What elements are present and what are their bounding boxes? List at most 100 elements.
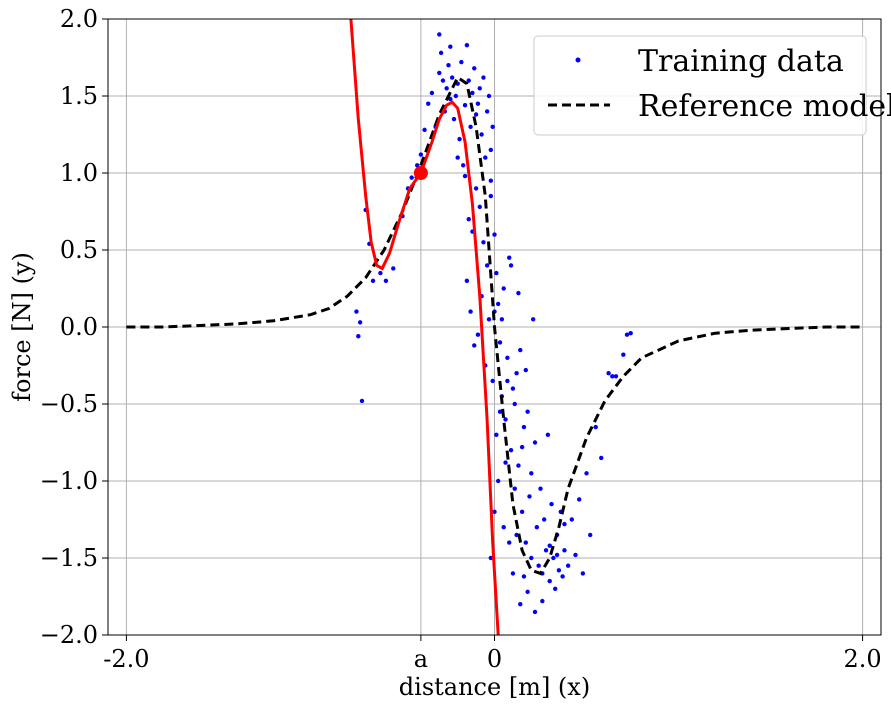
- scatter-point: [505, 378, 510, 384]
- scatter-point: [510, 386, 516, 391]
- scatter-point: [455, 155, 460, 160]
- scatter-point: [599, 455, 604, 461]
- scatter-point: [378, 270, 383, 276]
- scatter-point: [437, 70, 442, 76]
- series-layer: [126, 19, 863, 635]
- scatter-point: [461, 163, 466, 168]
- x-axis-label: distance [m] (x): [399, 673, 590, 701]
- scatter-point: [510, 571, 516, 576]
- y-tick-label: −1.0: [40, 467, 98, 495]
- scatter-point: [525, 589, 530, 595]
- scatter-point: [462, 173, 468, 179]
- scatter-point: [538, 486, 543, 491]
- y-tick-label: 0.0: [60, 313, 98, 341]
- scatter-point: [481, 75, 486, 80]
- scatter-point: [481, 240, 486, 245]
- scatter-point: [547, 578, 552, 584]
- scatter-point: [472, 343, 477, 348]
- scatter-point: [409, 175, 414, 180]
- scatter-point: [593, 424, 598, 430]
- scatter-point: [503, 417, 508, 422]
- scatter-point: [356, 334, 361, 339]
- scatter-point: [499, 317, 505, 322]
- scatter-point: [501, 525, 506, 530]
- scatter-point: [530, 317, 536, 322]
- scatter-point: [483, 155, 488, 160]
- scatter-point: [516, 463, 521, 468]
- scatter-point: [621, 352, 626, 357]
- scatter-point: [553, 586, 558, 591]
- series-training-data: [354, 32, 633, 615]
- y-tick-label: 1.5: [60, 82, 98, 110]
- scatter-point: [551, 555, 556, 561]
- scatter-point: [536, 563, 541, 568]
- x-axis: -2.0 a 0 2.0: [103, 635, 882, 673]
- scatter-point: [477, 86, 482, 91]
- scatter-point: [560, 574, 565, 579]
- scatter-point: [453, 93, 459, 99]
- scatter-point: [468, 309, 473, 314]
- scatter-point: [488, 193, 494, 199]
- scatter-point: [569, 517, 574, 522]
- scatter-point: [512, 401, 517, 407]
- scatter-point: [519, 509, 525, 514]
- scatter-point: [508, 448, 514, 453]
- scatter-point: [613, 374, 619, 379]
- x-tick-label: -2.0: [103, 645, 149, 673]
- scatter-point: [606, 371, 611, 376]
- scatter-point: [486, 93, 492, 99]
- scatter-point: [584, 471, 589, 476]
- y-axis-label: force [N] (y): [8, 252, 36, 402]
- y-axis: 2.0 1.5 1.0 0.5 0.0 −0.5 −1.0 −1.5 −2.0: [40, 5, 108, 649]
- series-fitted-curve: [349, 19, 500, 635]
- scatter-point: [532, 440, 538, 445]
- scatter-point: [459, 59, 464, 65]
- scatter-point: [495, 301, 501, 307]
- scatter-point: [527, 494, 532, 499]
- scatter-point: [470, 90, 475, 96]
- scatter-point: [624, 332, 630, 337]
- scatter-point: [540, 598, 545, 604]
- scatter-point: [534, 525, 540, 530]
- scatter-point: [490, 378, 495, 384]
- scatter-point: [426, 101, 431, 106]
- scatter-point: [507, 540, 512, 545]
- scatter-point: [532, 609, 538, 615]
- scatter-point: [488, 178, 494, 183]
- scatter-point: [437, 32, 442, 37]
- scatter-point: [391, 266, 396, 271]
- scatter-point: [562, 521, 567, 527]
- scatter-point: [440, 78, 446, 83]
- scatter-point: [451, 116, 457, 122]
- scatter-point: [505, 355, 510, 360]
- scatter-point: [464, 278, 470, 283]
- scatter-point: [610, 374, 615, 379]
- scatter-point: [547, 543, 552, 548]
- scatter-point: [429, 90, 435, 96]
- scatter-point: [494, 270, 499, 276]
- scatter-point: [514, 532, 519, 538]
- scatter-point: [490, 124, 495, 129]
- scatter-point: [477, 204, 482, 210]
- scatter-point: [529, 471, 534, 476]
- x-tick-label: 0: [487, 645, 502, 673]
- scatter-point: [556, 568, 562, 573]
- scatter-point: [545, 432, 551, 437]
- scatter-point: [525, 409, 530, 414]
- scatter-point: [446, 62, 451, 68]
- scatter-point: [448, 44, 453, 49]
- scatter-point: [503, 460, 508, 465]
- scatter-point: [486, 317, 492, 322]
- scatter-point: [488, 555, 494, 561]
- scatter-point: [438, 50, 444, 56]
- legend-box: [533, 35, 867, 136]
- scatter-point: [521, 574, 527, 579]
- scatter-point: [519, 444, 525, 450]
- scatter-point: [468, 124, 473, 129]
- scatter-point: [422, 127, 427, 133]
- x-tick-label: a: [414, 645, 428, 673]
- y-tick-label: −0.5: [40, 390, 98, 418]
- scatter-point: [472, 66, 477, 71]
- series-reference-model-line: [126, 75, 863, 576]
